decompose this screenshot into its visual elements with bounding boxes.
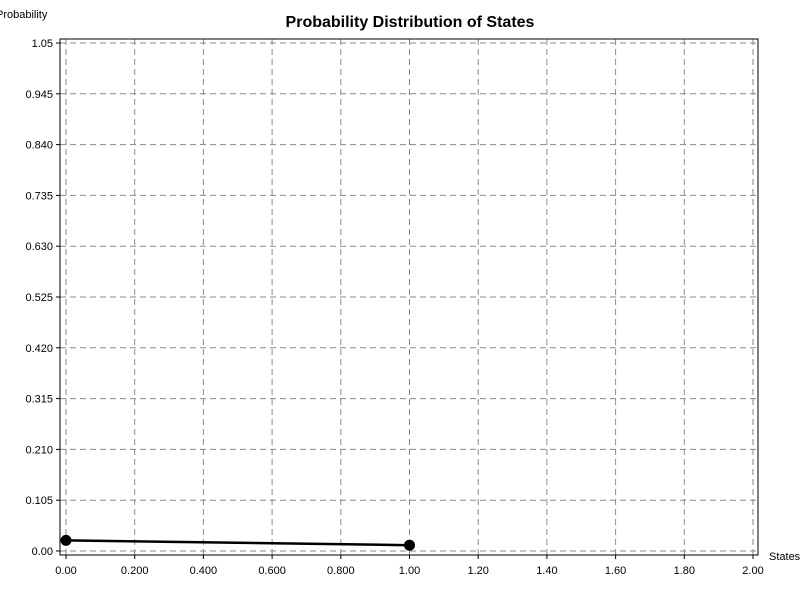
x-tick-label: 1.60 [605,565,626,577]
x-tick-label: 0.200 [121,565,149,577]
x-tick-label: 1.20 [467,565,488,577]
y-axis-label: Probability [0,9,48,21]
x-tick-label: 1.00 [399,565,420,577]
data-point [404,539,415,551]
y-tick-label: 0.420 [25,343,53,355]
axis-ticks: 0.00 0.200 0.400 0.600 0.800 1.00 1.20 1.40 1.60… [25,38,763,577]
x-axis-label: States [769,551,800,563]
x-tick-label: 0.400 [190,565,218,577]
x-tick-label: 2.00 [742,565,763,577]
x-tick-label: 0.800 [327,565,355,577]
y-tick-label: 0.630 [25,241,53,253]
series-line [65,539,410,547]
y-tick-label: 0.105 [25,495,53,507]
y-tick-label: 0.525 [25,292,53,304]
y-tick-label: 0.735 [25,190,53,202]
y-tick-label: 0.00 [32,546,53,558]
x-tick-label: 1.80 [674,565,695,577]
y-tick-label: 0.315 [25,394,53,406]
data-point [60,534,72,546]
y-tick-label: 0.210 [25,444,53,456]
x-tick-label: 1.40 [536,565,557,577]
y-tick-label: 0.840 [25,140,53,152]
series-layer [60,534,415,551]
chart-title: Probability Distribution of States [286,14,535,31]
grid-lines [60,39,758,555]
x-tick-label: 0.00 [55,565,76,577]
x-tick-label: 0.600 [258,565,286,577]
y-tick-label: 1.05 [32,38,53,50]
y-tick-label: 0.945 [25,89,53,101]
